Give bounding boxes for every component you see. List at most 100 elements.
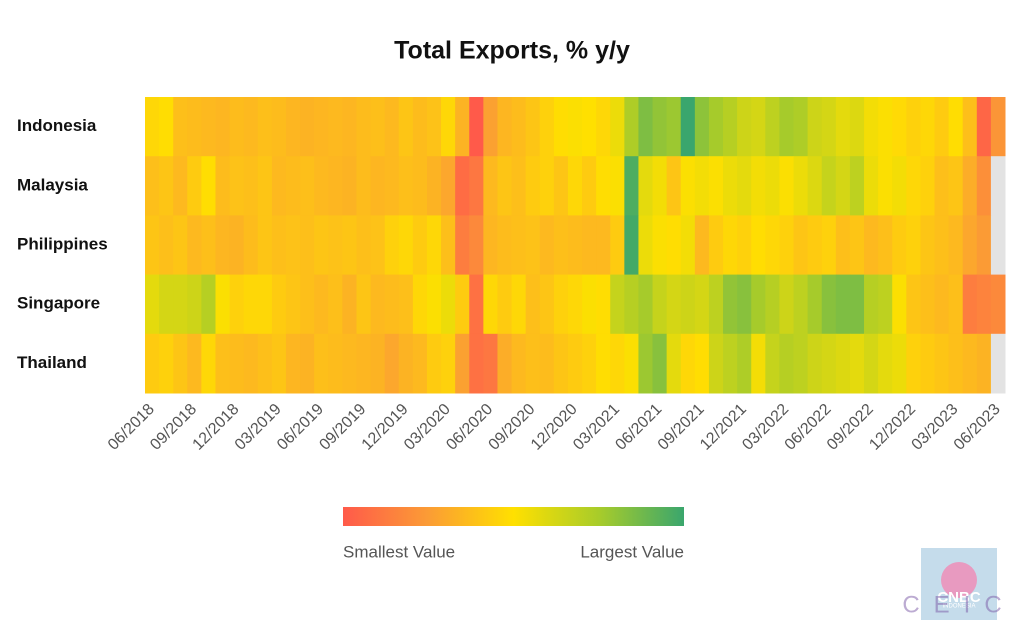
cell: [751, 156, 766, 216]
cell: [243, 274, 259, 335]
cell: [511, 156, 527, 216]
cell: [398, 274, 414, 335]
cell: [441, 156, 456, 216]
cell: [990, 215, 1006, 276]
cell: [708, 97, 724, 157]
legend-min: Smallest Value: [343, 542, 455, 561]
cell: [835, 97, 851, 157]
cell: [793, 215, 809, 276]
cell: [708, 333, 724, 394]
cell: [187, 274, 202, 335]
cell: [638, 333, 654, 394]
cell: [342, 274, 357, 335]
cell: [765, 156, 780, 216]
cell: [934, 215, 950, 276]
cell: [624, 274, 639, 335]
cell: [441, 274, 456, 335]
cell: [906, 97, 921, 157]
cell: [737, 97, 752, 157]
cell: [610, 333, 625, 394]
cell: [384, 333, 400, 394]
cell: [159, 274, 174, 335]
cell: [948, 156, 964, 216]
cell: [300, 156, 315, 216]
cell: [187, 156, 202, 216]
logo-text: CNBC: [937, 589, 980, 606]
cell: [173, 333, 188, 394]
cell: [342, 333, 357, 394]
cell: [328, 333, 343, 394]
cell: [906, 333, 921, 394]
cell: [737, 156, 752, 216]
cell: [173, 215, 188, 276]
cell: [328, 274, 343, 335]
cell: [624, 333, 639, 394]
cell: [976, 274, 992, 335]
cell: [525, 215, 541, 276]
cell: [300, 97, 315, 157]
cell: [215, 215, 231, 276]
cell: [807, 97, 823, 157]
cell: [793, 274, 809, 335]
cell: [243, 97, 259, 157]
row-label: Philippines: [17, 234, 108, 253]
cell: [539, 97, 555, 157]
cell: [948, 97, 964, 157]
cell: [582, 274, 597, 335]
cell: [300, 274, 315, 335]
cell: [159, 97, 174, 157]
cell: [455, 97, 470, 157]
cell: [159, 333, 174, 394]
cell: [257, 333, 273, 394]
cell: [539, 333, 555, 394]
cell: [511, 97, 527, 157]
cell: [765, 274, 780, 335]
cell: [765, 97, 780, 157]
cell: [398, 333, 414, 394]
cell: [300, 215, 315, 276]
cell: [426, 333, 442, 394]
chart-title: Total Exports, % y/y: [394, 37, 630, 65]
cell: [737, 215, 752, 276]
cell: [849, 97, 865, 157]
cell: [525, 333, 541, 394]
cell: [370, 97, 386, 157]
cell: [497, 333, 513, 394]
cell: [765, 333, 780, 394]
cell: [849, 333, 865, 394]
cell: [483, 156, 498, 216]
cell: [229, 97, 245, 157]
cell: [610, 156, 625, 216]
cell: [285, 274, 301, 335]
cell: [145, 215, 160, 276]
cell: [835, 156, 851, 216]
cell: [948, 333, 964, 394]
cell: [948, 274, 964, 335]
cell: [582, 156, 597, 216]
cell: [596, 274, 611, 335]
cell: [666, 97, 682, 157]
cell: [835, 274, 851, 335]
cell: [694, 97, 710, 157]
cell: [934, 333, 950, 394]
cell: [723, 156, 738, 216]
legend-gradient: [343, 507, 684, 526]
cell: [285, 215, 301, 276]
cell: [145, 156, 160, 216]
cell: [694, 333, 710, 394]
cell: [892, 333, 907, 394]
logo-subtext: INDONESIA: [942, 604, 975, 610]
cell: [596, 333, 611, 394]
cell: [342, 97, 357, 157]
cell: [779, 156, 795, 216]
cell: [835, 333, 851, 394]
cell: [539, 215, 555, 276]
cell: [384, 215, 400, 276]
cell: [553, 215, 569, 276]
cell: [356, 333, 372, 394]
cell: [751, 97, 766, 157]
cell: [173, 97, 188, 157]
cell: [976, 333, 992, 394]
cell: [257, 274, 273, 335]
cell: [497, 215, 513, 276]
